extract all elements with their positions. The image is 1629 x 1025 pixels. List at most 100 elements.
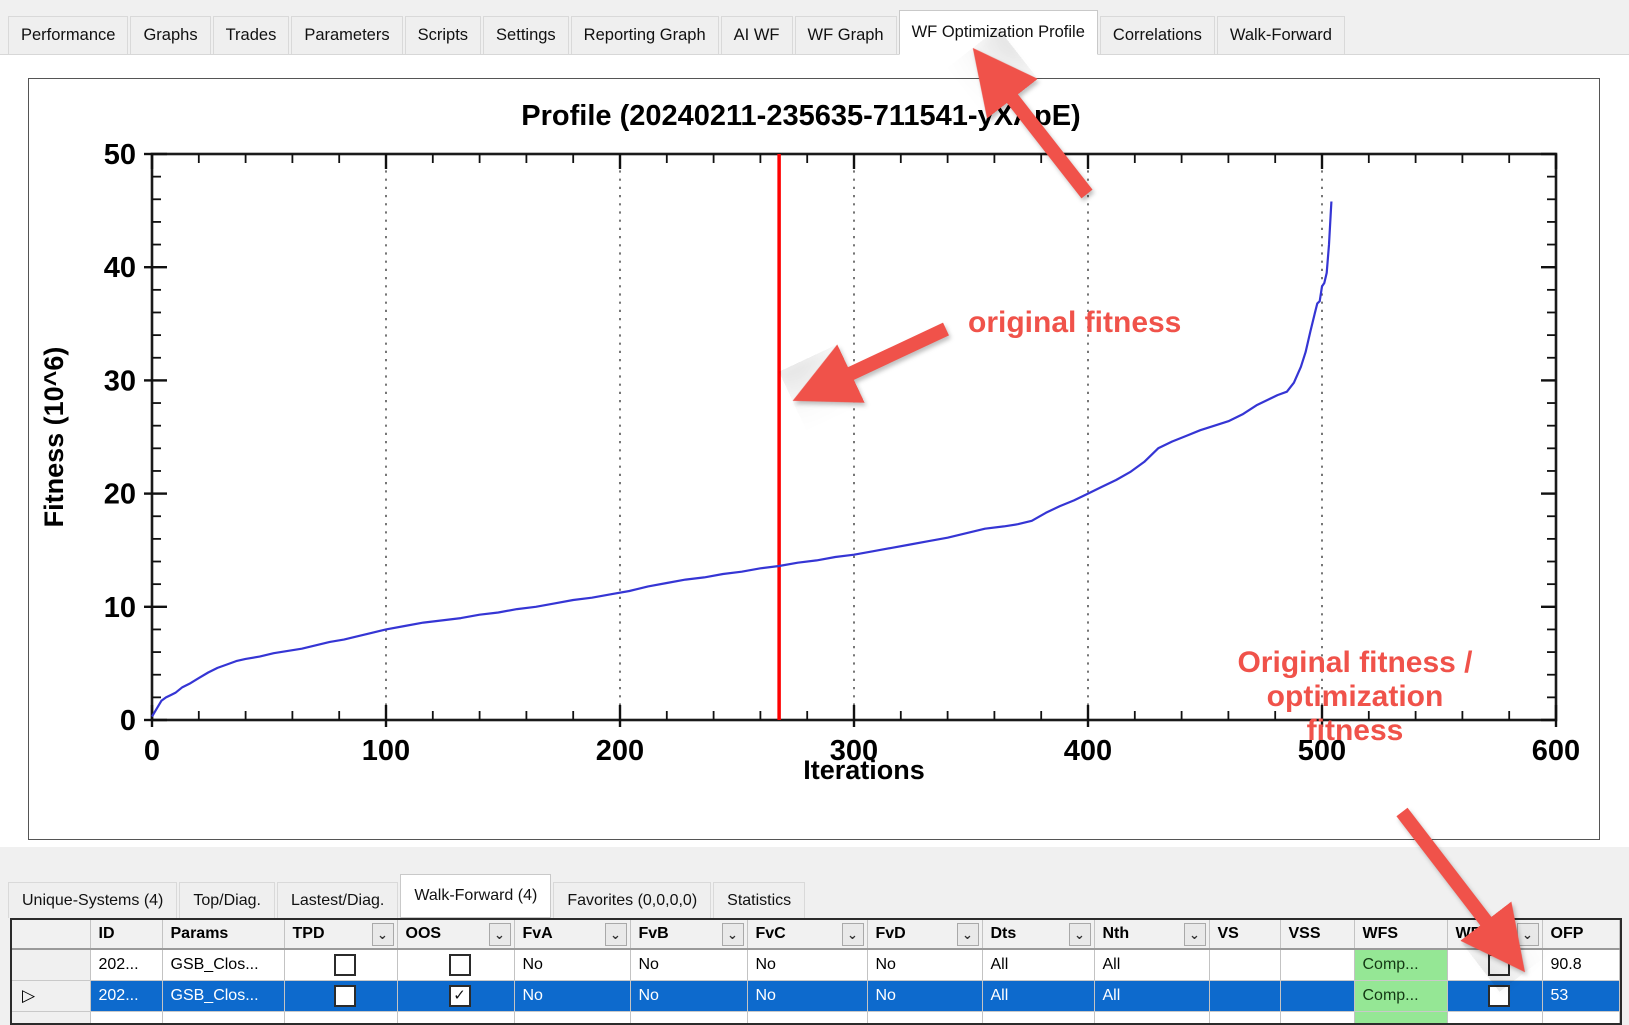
cell-nth[interactable]: All [1094, 980, 1210, 1012]
table-row[interactable]: ▷ 202... GSB_Clos... ✓ No No No No All All Comp...… [12, 980, 1620, 1012]
tab-parameters[interactable]: Parameters [291, 16, 403, 54]
tab-lastest-diag[interactable]: Lastest/Diag. [276, 882, 399, 918]
cell-vss[interactable] [1280, 949, 1355, 981]
cell-fvd[interactable]: No [867, 980, 983, 1012]
column-header-tpd[interactable]: TPD ⌄ [284, 920, 398, 950]
column-header-vss[interactable]: VSS [1280, 920, 1355, 950]
cell-ofp[interactable]: 90.8 [1542, 949, 1620, 981]
cell-fvd[interactable]: No [867, 949, 983, 981]
cell-fva[interactable]: No [514, 980, 631, 1012]
filter-dropdown-oos[interactable]: ⌄ [488, 923, 511, 946]
tab-top-diag[interactable]: Top/Diag. [179, 882, 275, 918]
cell-params[interactable]: GSB_Clos... [162, 980, 285, 1012]
row-selector-header[interactable] [12, 920, 91, 950]
tab-wf-graph[interactable]: WF Graph [794, 16, 897, 54]
cell-tpd[interactable] [284, 1011, 398, 1023]
table-row[interactable]: 202... GSB_Clos... No No No No All All Comp... 90… [12, 949, 1620, 981]
filter-dropdown-fvc[interactable]: ⌄ [841, 923, 864, 946]
tpd-checkbox[interactable] [333, 953, 356, 976]
cell-fvc[interactable]: No [747, 949, 868, 981]
cell-wfp[interactable] [1447, 1011, 1543, 1023]
tab-scripts[interactable]: Scripts [404, 16, 482, 54]
tab-unique-systems-4[interactable]: Unique-Systems (4) [8, 882, 178, 918]
row-selector-cell[interactable]: ▷ [12, 980, 91, 1012]
wfp-checkbox[interactable] [1487, 953, 1510, 976]
cell-fva[interactable]: No [514, 949, 631, 981]
cell-wfs[interactable]: Comp... [1354, 980, 1448, 1012]
cell-wfs[interactable] [1354, 1011, 1448, 1023]
cell-dts[interactable] [982, 1011, 1095, 1023]
filter-dropdown-tpd[interactable]: ⌄ [371, 923, 394, 946]
tab-correlations[interactable]: Correlations [1099, 16, 1215, 54]
tab-walk-forward[interactable]: Walk-Forward [1216, 16, 1345, 54]
tab-wf-optimization-profile[interactable]: WF Optimization Profile [898, 10, 1098, 55]
walk-forward-results-table: ID Params TPD ⌄ OOS ⌄ FvA ⌄ FvB ⌄ FvC ⌄ FvD ⌄ Dts ⌄ Nth ⌄… [12, 920, 1620, 1023]
cell-ofp[interactable]: 53 [1542, 980, 1620, 1012]
column-header-ofp[interactable]: OFP [1542, 920, 1620, 950]
column-header-wfs[interactable]: WFS [1354, 920, 1448, 950]
wfp-checkbox[interactable] [1487, 984, 1510, 1007]
tab-performance[interactable]: Performance [8, 16, 129, 54]
column-header-fvd[interactable]: FvD ⌄ [867, 920, 983, 950]
cell-fvb[interactable] [630, 1011, 748, 1023]
tab-statistics[interactable]: Statistics [713, 882, 806, 918]
tab-settings[interactable]: Settings [483, 16, 569, 54]
tab-trades[interactable]: Trades [212, 16, 290, 54]
column-header-dts[interactable]: Dts ⌄ [982, 920, 1095, 950]
column-header-params[interactable]: Params [162, 920, 285, 950]
filter-dropdown-fvd[interactable]: ⌄ [956, 923, 979, 946]
filter-dropdown-fvb[interactable]: ⌄ [721, 923, 744, 946]
column-header-fvb[interactable]: FvB ⌄ [630, 920, 748, 950]
cell-vss[interactable] [1280, 980, 1355, 1012]
cell-vs[interactable] [1209, 949, 1281, 981]
filter-dropdown-wfp[interactable]: ⌄ [1516, 923, 1539, 946]
oos-checkbox[interactable]: ✓ [448, 984, 471, 1007]
cell-fvd[interactable] [867, 1011, 983, 1023]
cell-nth[interactable]: All [1094, 949, 1210, 981]
cell-params[interactable] [162, 1011, 285, 1023]
cell-wfs[interactable]: Comp... [1354, 949, 1448, 981]
column-header-vs[interactable]: VS [1209, 920, 1281, 950]
cell-text: All [990, 986, 1009, 1004]
row-selector-cell[interactable] [12, 949, 91, 981]
cell-id[interactable] [90, 1011, 163, 1023]
cell-oos[interactable] [397, 1011, 515, 1023]
cell-params[interactable]: GSB_Clos... [162, 949, 285, 981]
cell-dts[interactable]: All [982, 949, 1095, 981]
tab-favorites-0-0-0-0[interactable]: Favorites (0,0,0,0) [553, 882, 712, 918]
column-header-nth[interactable]: Nth ⌄ [1094, 920, 1210, 950]
tab-ai-wf[interactable]: AI WF [720, 16, 793, 54]
filter-dropdown-fva[interactable]: ⌄ [604, 923, 627, 946]
table-row[interactable] [12, 1011, 1620, 1023]
tab-walk-forward-4[interactable]: Walk-Forward (4) [400, 874, 552, 918]
cell-fva[interactable] [514, 1011, 631, 1023]
cell-fvb[interactable]: No [630, 949, 748, 981]
cell-id[interactable]: 202... [90, 949, 163, 981]
cell-vs[interactable] [1209, 1011, 1281, 1023]
original-fitness-annotation: original fitness [968, 306, 1182, 339]
oos-checkbox[interactable] [448, 953, 471, 976]
cell-ofp[interactable] [1542, 1011, 1620, 1023]
cell-fvc[interactable]: No [747, 980, 868, 1012]
column-header-label: FvA [522, 925, 553, 942]
column-header-wfp[interactable]: WFP ⌄ [1447, 920, 1543, 950]
column-header-fva[interactable]: FvA ⌄ [514, 920, 631, 950]
tpd-checkbox[interactable] [333, 984, 356, 1007]
tab-graphs[interactable]: Graphs [130, 16, 211, 54]
fitness-profile-curve [151, 201, 1333, 718]
filter-dropdown-nth[interactable]: ⌄ [1183, 923, 1206, 946]
cell-vss[interactable] [1280, 1011, 1355, 1023]
cell-vs[interactable] [1209, 980, 1281, 1012]
cell-fvc[interactable] [747, 1011, 868, 1023]
column-header-oos[interactable]: OOS ⌄ [397, 920, 515, 950]
cell-dts[interactable]: All [982, 980, 1095, 1012]
row-selector-cell[interactable] [12, 1011, 91, 1023]
cell-id[interactable]: 202... [90, 980, 163, 1012]
column-header-fvc[interactable]: FvC ⌄ [747, 920, 868, 950]
column-header-id[interactable]: ID [90, 920, 163, 950]
tab-reporting-graph[interactable]: Reporting Graph [570, 16, 719, 54]
cell-nth[interactable] [1094, 1011, 1210, 1023]
column-header-label: FvB [638, 925, 669, 942]
cell-fvb[interactable]: No [630, 980, 748, 1012]
filter-dropdown-dts[interactable]: ⌄ [1068, 923, 1091, 946]
